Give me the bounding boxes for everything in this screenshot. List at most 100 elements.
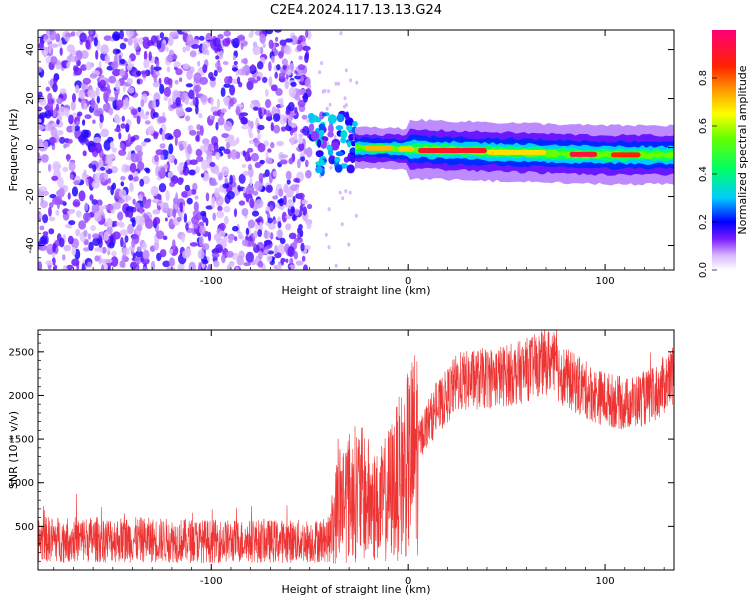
noise-speckle bbox=[297, 192, 305, 200]
noise-speckle bbox=[240, 42, 244, 50]
noise-speckle bbox=[223, 83, 231, 88]
noise-speckle bbox=[167, 78, 173, 86]
noise-speckle bbox=[217, 43, 222, 52]
noise-speckle bbox=[95, 142, 102, 154]
y-tick-label: 2000 bbox=[9, 391, 34, 402]
noise-speckle bbox=[184, 95, 190, 105]
noise-speckle bbox=[290, 122, 297, 128]
noise-speckle bbox=[270, 84, 278, 92]
noise-speckle bbox=[156, 230, 165, 240]
noise-speckle bbox=[83, 169, 87, 178]
noise-speckle bbox=[215, 55, 220, 60]
noise-speckle bbox=[94, 255, 100, 262]
noise-speckle bbox=[337, 81, 340, 86]
noise-speckle bbox=[198, 112, 203, 119]
noise-speckle bbox=[265, 89, 269, 97]
noise-speckle bbox=[293, 239, 298, 250]
noise-speckle bbox=[141, 257, 150, 265]
noise-speckle bbox=[89, 145, 96, 153]
noise-speckle bbox=[182, 165, 187, 173]
noise-speckle bbox=[262, 76, 268, 83]
noise-speckle bbox=[241, 239, 249, 247]
noise-speckle bbox=[247, 119, 251, 127]
noise-speckle bbox=[43, 34, 49, 40]
noise-speckle bbox=[215, 122, 219, 131]
noise-speckle bbox=[87, 89, 95, 98]
noise-speckle bbox=[64, 224, 72, 229]
noise-speckle bbox=[286, 179, 291, 185]
noise-speckle bbox=[150, 185, 159, 197]
noise-speckle bbox=[249, 177, 253, 187]
noise-speckle bbox=[211, 252, 220, 258]
noise-speckle bbox=[83, 229, 88, 237]
noise-speckle bbox=[285, 109, 291, 116]
noise-speckle bbox=[173, 61, 181, 68]
noise-speckle bbox=[223, 206, 231, 213]
noise-speckle bbox=[116, 221, 120, 227]
onset-blob bbox=[318, 123, 326, 129]
noise-speckle bbox=[252, 106, 259, 111]
noise-speckle bbox=[132, 198, 136, 205]
noise-speckle bbox=[124, 235, 129, 243]
noise-speckle bbox=[199, 125, 204, 136]
noise-speckle bbox=[232, 37, 240, 49]
noise-speckle bbox=[243, 64, 251, 76]
noise-speckle bbox=[95, 87, 100, 98]
noise-speckle bbox=[252, 242, 257, 248]
noise-speckle bbox=[297, 99, 306, 108]
noise-speckle bbox=[187, 143, 192, 155]
noise-speckle bbox=[100, 128, 109, 138]
noise-speckle bbox=[100, 166, 106, 171]
noise-speckle bbox=[223, 121, 233, 132]
noise-speckle bbox=[209, 181, 218, 186]
noise-speckle bbox=[145, 168, 151, 174]
noise-speckle bbox=[134, 256, 142, 265]
noise-speckle bbox=[99, 79, 107, 88]
noise-speckle bbox=[241, 124, 249, 130]
noise-speckle bbox=[38, 118, 42, 124]
noise-speckle bbox=[213, 233, 221, 241]
noise-speckle bbox=[155, 99, 160, 108]
noise-speckle bbox=[148, 51, 152, 62]
noise-speckle bbox=[302, 92, 309, 103]
noise-speckle bbox=[220, 108, 227, 114]
noise-speckle bbox=[72, 199, 81, 208]
colorbar-tick-label: 0.2 bbox=[698, 214, 709, 230]
noise-speckle bbox=[96, 96, 101, 104]
noise-speckle bbox=[221, 254, 226, 264]
noise-speckle bbox=[66, 153, 70, 162]
noise-speckle bbox=[297, 88, 306, 96]
onset-blob bbox=[318, 159, 325, 166]
y-tick-label: 500 bbox=[15, 522, 34, 533]
noise-speckle bbox=[113, 220, 118, 227]
noise-speckle bbox=[222, 38, 231, 47]
noise-speckle bbox=[338, 190, 342, 195]
noise-speckle bbox=[117, 211, 124, 221]
noise-speckle bbox=[45, 57, 52, 64]
noise-speckle bbox=[249, 198, 255, 209]
noise-speckle bbox=[288, 232, 297, 240]
noise-speckle bbox=[199, 76, 208, 85]
noise-speckle bbox=[186, 69, 193, 80]
noise-speckle bbox=[347, 242, 351, 247]
noise-speckle bbox=[265, 206, 271, 212]
noise-speckle bbox=[327, 245, 331, 250]
noise-speckle bbox=[301, 114, 308, 120]
noise-speckle bbox=[200, 94, 208, 103]
noise-speckle bbox=[125, 123, 130, 133]
noise-speckle bbox=[115, 99, 124, 109]
noise-speckle bbox=[216, 210, 225, 219]
noise-speckle bbox=[80, 50, 89, 59]
noise-speckle bbox=[57, 177, 64, 188]
noise-speckle bbox=[52, 242, 56, 253]
noise-speckle bbox=[114, 115, 121, 124]
noise-speckle bbox=[304, 53, 309, 64]
colorbar: 0.0 0.2 0.4 0.6 0.8 Normalized spectral ampl… bbox=[698, 30, 749, 278]
noise-speckle bbox=[268, 61, 272, 72]
noise-speckle bbox=[152, 198, 160, 204]
noise-speckle bbox=[324, 232, 328, 237]
noise-speckle bbox=[63, 244, 72, 252]
noise-speckle bbox=[39, 112, 48, 118]
noise-speckle bbox=[293, 177, 300, 183]
